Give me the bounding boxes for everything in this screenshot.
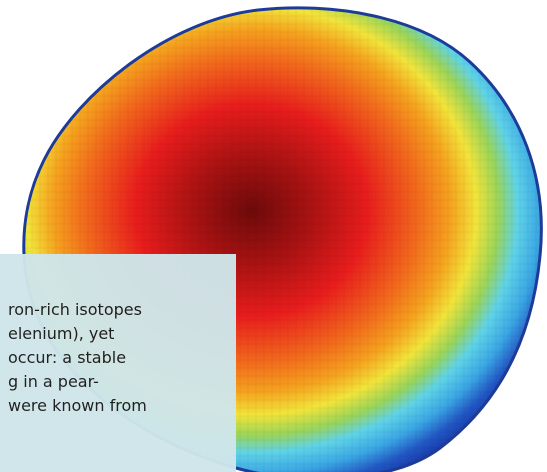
caption-text: ron-rich isotopes elenium), yet occur: a… bbox=[8, 298, 248, 418]
caption-line: g in a pear- bbox=[8, 372, 99, 391]
caption-line: elenium), yet bbox=[8, 324, 115, 343]
caption-box: ron-rich isotopes elenium), yet occur: a… bbox=[0, 254, 236, 472]
caption-line: occur: a stable bbox=[8, 348, 127, 367]
caption-line: ron-rich isotopes bbox=[8, 300, 142, 319]
caption-line: were known from bbox=[8, 396, 147, 415]
